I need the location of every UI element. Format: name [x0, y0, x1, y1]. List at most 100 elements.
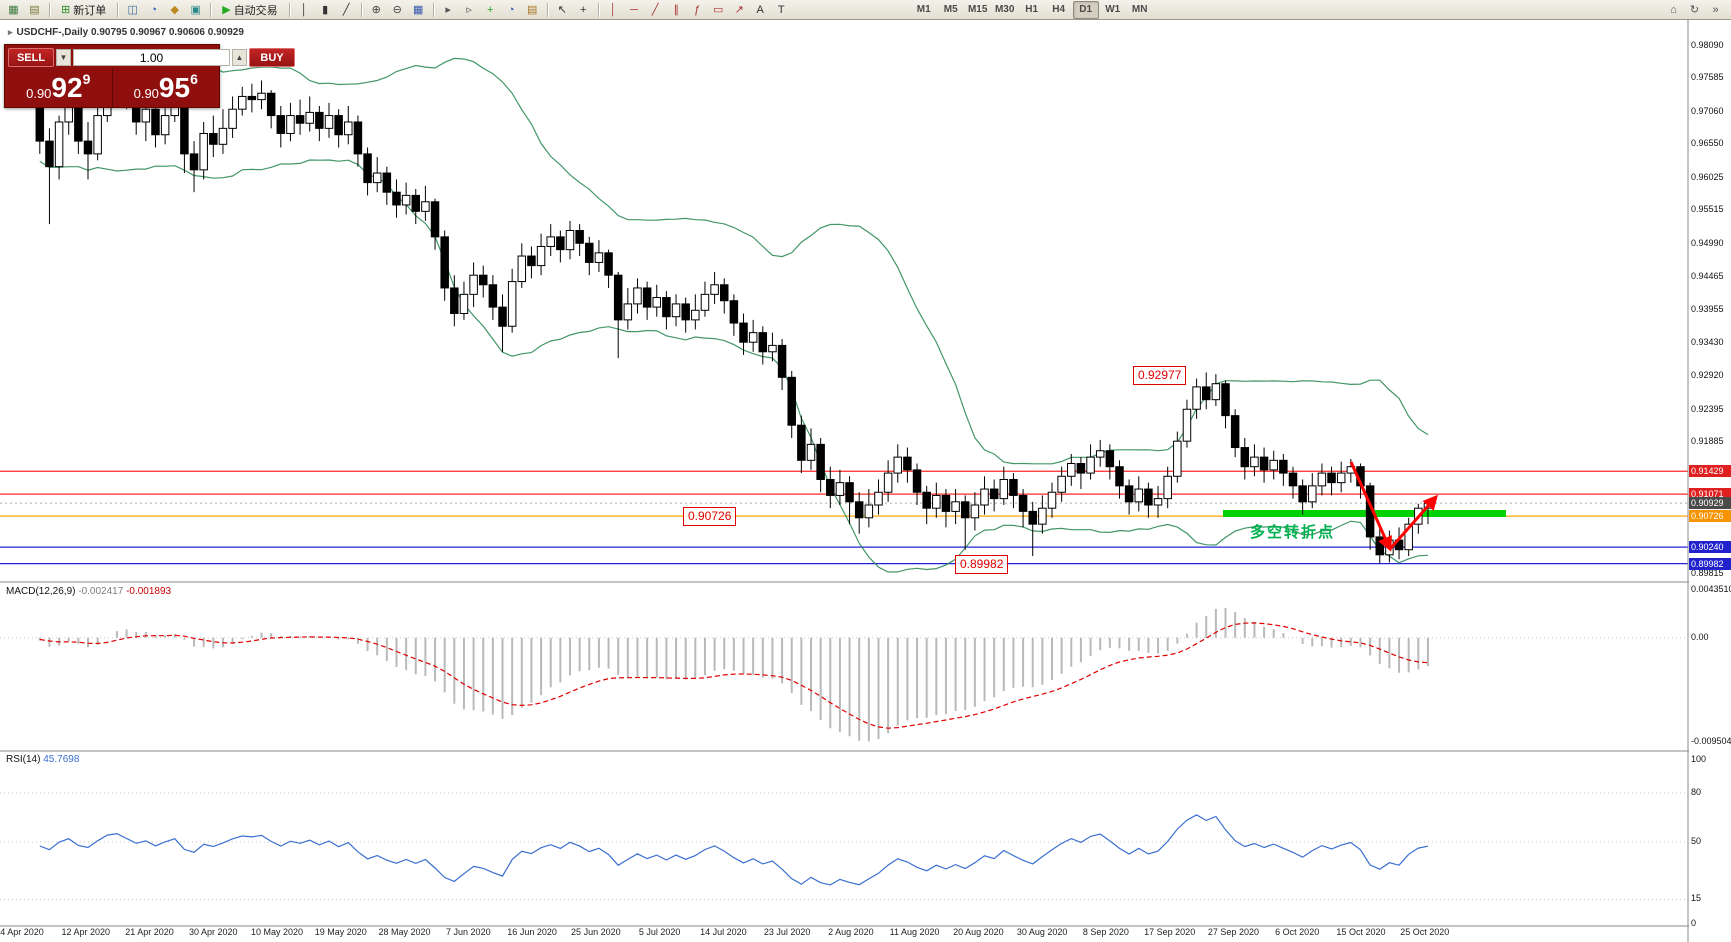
- line-chart-icon[interactable]: ╱: [337, 1, 356, 19]
- cursor-icon[interactable]: ↖: [553, 1, 572, 19]
- crosshair-icon[interactable]: +: [574, 1, 593, 19]
- periods-icon[interactable]: ◔: [502, 1, 521, 19]
- text-icon[interactable]: A: [751, 1, 770, 19]
- zoom-in-icon[interactable]: ⊕: [367, 1, 386, 19]
- price-tick-0.94990: 0.94990: [1691, 237, 1724, 248]
- fibonacci-icon[interactable]: ƒ: [688, 1, 707, 19]
- arrows-icon[interactable]: ↗: [730, 1, 749, 19]
- timeframe-m1[interactable]: M1: [916, 4, 931, 15]
- autotrade-button[interactable]: ▶ 自动交易: [216, 1, 283, 19]
- green-zone-layer: [1223, 510, 1506, 517]
- timeframe-m30[interactable]: M30: [994, 4, 1015, 15]
- date-tick: 10 May 2020: [251, 927, 304, 937]
- rsi-tick-0: 0: [1691, 918, 1697, 928]
- timeframe-m15[interactable]: M15: [967, 4, 988, 15]
- navigator-icon[interactable]: ◆: [165, 1, 184, 19]
- chart-collapse-icon[interactable]: ▸: [8, 27, 13, 37]
- toolbar-more-icon[interactable]: »: [1712, 3, 1719, 16]
- price-tick-0.92395: 0.92395: [1691, 403, 1724, 414]
- date-tick: 4 Apr 2020: [0, 927, 44, 937]
- candlestick-icon[interactable]: ▮: [316, 1, 335, 19]
- tile-windows-icon[interactable]: ▦: [409, 1, 428, 19]
- refresh-icon[interactable]: ↻: [1689, 4, 1700, 16]
- price-flag-0.91071[interactable]: 0.91071: [1689, 488, 1731, 501]
- templates-icon[interactable]: ▤: [523, 1, 542, 19]
- date-tick: 11 Aug 2020: [889, 927, 940, 937]
- sell-price[interactable]: 0.90 92 9: [5, 69, 112, 107]
- rsi-tick-100: 100: [1691, 754, 1707, 764]
- price-tick-0.96025: 0.96025: [1691, 171, 1724, 182]
- price-flag-0.90240[interactable]: 0.90240: [1689, 541, 1731, 554]
- price-flag-0.89982[interactable]: 0.89982: [1689, 557, 1731, 570]
- toolbar-right-icons: ⌂ ↻ »: [1664, 1, 1725, 19]
- vertical-line-icon[interactable]: │: [604, 1, 623, 19]
- price-tick-0.93955: 0.93955: [1691, 303, 1724, 314]
- indicators-icon[interactable]: +: [481, 1, 500, 19]
- price-annotation-high[interactable]: 0.92977: [1133, 366, 1187, 385]
- buy-price[interactable]: 0.90 95 6: [113, 69, 220, 107]
- separators-layer: [0, 20, 1731, 942]
- buy-button[interactable]: BUY: [249, 48, 295, 67]
- date-tick: 30 Apr 2020: [188, 927, 238, 937]
- data-window-icon[interactable]: ◔: [144, 1, 163, 19]
- date-tick: 5 Jul 2020: [638, 927, 681, 937]
- price-tick-0.91885: 0.91885: [1691, 436, 1724, 447]
- horizontal-line-icon[interactable]: ─: [625, 1, 644, 19]
- bar-chart-icon[interactable]: │: [295, 1, 314, 19]
- price-flag-0.90726[interactable]: 0.90726: [1689, 510, 1731, 523]
- toolbar-separator: [210, 2, 212, 17]
- channel-icon[interactable]: ∥: [667, 1, 686, 19]
- buy-price-base: 0.90: [133, 86, 159, 101]
- timeframe-w1[interactable]: W1: [1105, 4, 1121, 15]
- price-annotation-low[interactable]: 0.89982: [955, 555, 1009, 574]
- chart-profiles-icon[interactable]: ▤: [25, 1, 44, 19]
- timeframe-m5[interactable]: M5: [943, 4, 958, 15]
- macd-label: MACD(12,26,9) -0.002417 -0.001893: [6, 586, 171, 597]
- text-label-icon[interactable]: T: [772, 1, 791, 19]
- toolbar-separator: [546, 2, 548, 17]
- date-tick: 6 Oct 2020: [1275, 927, 1320, 937]
- chart-shift-icon[interactable]: ▹: [460, 1, 479, 19]
- autotrade-button-glyph: ▶: [222, 4, 231, 16]
- new-order-button[interactable]: ⊞ 新订单: [55, 1, 112, 19]
- new-chart-icon[interactable]: ▦: [4, 1, 23, 19]
- timeframe-h4[interactable]: H4: [1052, 4, 1066, 15]
- zoom-out-icon[interactable]: ⊖: [388, 1, 407, 19]
- date-tick: 30 Aug 2020: [1016, 927, 1068, 937]
- volume-increase-button[interactable]: ▲: [232, 49, 247, 66]
- terminal-icon-glyph: ▣: [190, 4, 201, 16]
- price-flag-0.90929[interactable]: 0.90929: [1689, 497, 1731, 510]
- price-annotation-mid[interactable]: 0.90726: [683, 507, 737, 526]
- auto-scroll-icon[interactable]: ▸: [439, 1, 458, 19]
- chart-title: ▸ USDCHF-,Daily 0.90795 0.90967 0.90606 …: [8, 27, 244, 38]
- market-watch-icon-glyph: ◫: [127, 4, 138, 16]
- sell-price-sup: 9: [82, 71, 91, 87]
- date-tick: 8 Sep 2020: [1082, 927, 1129, 937]
- price-tick-0.96550: 0.96550: [1691, 138, 1724, 149]
- price-flag-0.91429[interactable]: 0.91429: [1689, 465, 1731, 478]
- market-watch-icon[interactable]: ◫: [123, 1, 142, 19]
- price-tick-0.94465: 0.94465: [1691, 271, 1724, 282]
- dock-chart-icon[interactable]: ⌂: [1670, 3, 1677, 16]
- date-tick: 27 Sep 2020: [1207, 927, 1259, 937]
- trade-panel-controls: SELL ▼ ▲ BUY: [5, 45, 295, 69]
- volume-input[interactable]: [73, 49, 230, 66]
- shapes-icon[interactable]: ▭: [709, 1, 728, 19]
- date-tick: 19 May 2020: [314, 927, 367, 937]
- date-axis[interactable]: 4 Apr 2020 12 Apr 2020 21 Apr 2020 30 Apr 2…: [0, 927, 1688, 941]
- timeframe-d1[interactable]: D1: [1072, 0, 1099, 19]
- sell-button[interactable]: SELL: [8, 48, 54, 67]
- tile-windows-icon-glyph: ▦: [412, 4, 424, 16]
- date-tick: 7 Jun 2020: [446, 927, 491, 937]
- trendline-icon[interactable]: ╱: [646, 1, 665, 19]
- price-tick-0.95515: 0.95515: [1691, 204, 1724, 215]
- date-tick: 23 Jul 2020: [763, 927, 811, 937]
- timeframe-mn[interactable]: MN: [1131, 4, 1148, 15]
- terminal-icon[interactable]: ▣: [186, 1, 205, 19]
- volume-decrease-button[interactable]: ▼: [56, 49, 71, 66]
- price-axis[interactable]: 0.98090 0.97585 0.97060 0.96550 0.96025 0.955…: [1689, 20, 1731, 942]
- text-annotation-turning-point[interactable]: 多空转折点: [1250, 524, 1336, 541]
- timeframe-h1[interactable]: H1: [1025, 4, 1039, 15]
